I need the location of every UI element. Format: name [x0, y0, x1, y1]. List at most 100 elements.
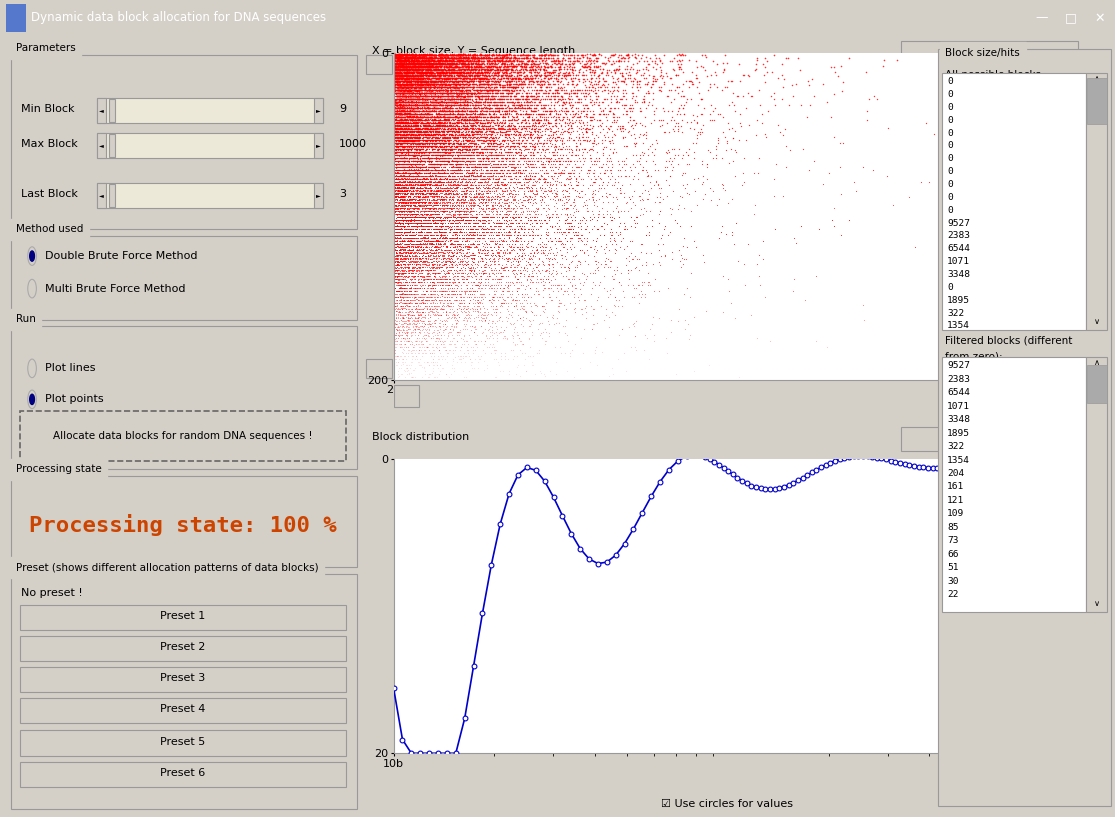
Point [457, 213, 475, 226]
Point [387, 98, 405, 111]
Point [398, 63, 416, 76]
Point [541, 246, 559, 259]
Point [532, 364, 550, 377]
Point [436, 116, 454, 129]
Point [425, 299, 443, 312]
Point [620, 190, 638, 203]
Point [395, 107, 413, 120]
Point [389, 47, 407, 60]
Point [401, 133, 419, 146]
Point [416, 75, 434, 88]
Point [428, 370, 446, 383]
Point [398, 225, 416, 239]
Point [421, 69, 439, 83]
Point [419, 57, 437, 70]
Point [399, 240, 417, 253]
Point [404, 72, 421, 85]
Point [724, 74, 741, 87]
Point [448, 355, 466, 368]
Point [584, 98, 602, 111]
Point [505, 140, 523, 153]
Point [526, 105, 544, 118]
Point [522, 101, 540, 114]
Point [552, 90, 570, 103]
Point [651, 258, 669, 271]
Point [430, 56, 448, 69]
Point [425, 57, 443, 70]
Point [433, 57, 450, 70]
Point [433, 308, 450, 321]
Point [390, 186, 408, 199]
Point [432, 48, 449, 61]
Point [442, 107, 459, 120]
Point [456, 355, 474, 368]
Point [536, 160, 554, 173]
Point [476, 105, 494, 118]
Point [667, 69, 685, 82]
Point [386, 110, 404, 123]
Point [487, 78, 505, 91]
Point [416, 87, 434, 100]
Point [416, 319, 434, 333]
Point [403, 234, 420, 248]
Point [485, 63, 503, 76]
Point [407, 315, 425, 328]
Point [459, 149, 477, 162]
Point [390, 81, 408, 94]
Point [454, 270, 472, 283]
Point [406, 60, 424, 73]
Point [421, 107, 439, 120]
Point [634, 208, 652, 221]
Point [395, 172, 413, 185]
Point [471, 110, 488, 123]
Point [400, 267, 418, 280]
Point [413, 75, 430, 88]
Point [407, 51, 425, 65]
Point [396, 119, 414, 132]
Point [449, 122, 467, 135]
Point [473, 72, 491, 85]
Point [391, 290, 409, 303]
Point [432, 51, 449, 65]
Point [407, 166, 425, 179]
Point [435, 149, 453, 162]
Point [416, 175, 434, 188]
Point [398, 66, 416, 79]
Point [405, 55, 423, 68]
Point [504, 51, 522, 65]
Point [406, 81, 424, 94]
Point [394, 108, 411, 121]
Point [423, 66, 440, 79]
Point [530, 161, 547, 174]
Point [463, 302, 481, 315]
Point [395, 128, 413, 141]
Point [516, 346, 534, 359]
Point [463, 60, 481, 73]
Point [418, 101, 436, 114]
Point [429, 116, 447, 129]
Point [399, 119, 417, 132]
Point [452, 217, 469, 230]
Point [407, 170, 425, 183]
Point [404, 86, 421, 99]
Point [437, 306, 455, 319]
Point [417, 234, 435, 248]
Point [404, 199, 421, 212]
Point [391, 178, 409, 191]
Point [500, 101, 517, 114]
Point [630, 190, 648, 203]
Point [390, 324, 408, 337]
Point [385, 222, 403, 235]
Point [401, 105, 419, 118]
Point [612, 205, 630, 218]
Point [428, 101, 446, 114]
Point [435, 157, 453, 170]
Point [416, 81, 434, 94]
Point [430, 125, 448, 138]
Point [487, 225, 505, 239]
Point [448, 325, 466, 338]
Point [398, 78, 416, 91]
Point [400, 167, 418, 180]
Point [750, 99, 768, 112]
Point [410, 190, 428, 203]
